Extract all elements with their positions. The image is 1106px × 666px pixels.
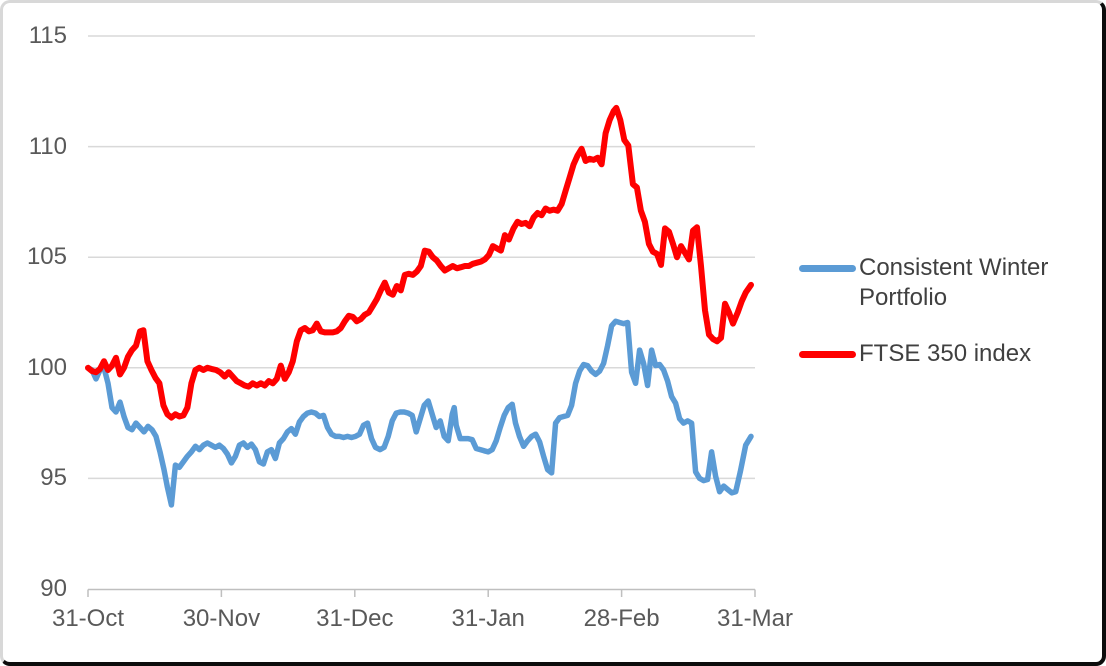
legend-swatch-blue-line (799, 265, 856, 272)
legend: Consistent Winter Portfolio FTSE 350 ind… (799, 253, 1099, 369)
legend-item-ftse-350-index: FTSE 350 index (799, 339, 1099, 369)
x-axis-tick-label: 31-Jan (451, 605, 525, 632)
x-axis-tick-label: 31-Mar (716, 605, 794, 632)
y-axis-tick-label: 100 (26, 353, 67, 381)
series-line-ftse-350-index (85, 104, 754, 421)
y-axis-tick-label: 110 (28, 132, 67, 160)
legend-label: FTSE 350 index (859, 340, 1032, 367)
x-axis-tick-label: 31-Dec (316, 605, 394, 632)
legend-item-consistent-winter-portfolio: Consistent Winter Portfolio (799, 253, 1099, 313)
legend-swatch-red-line (799, 351, 856, 358)
plot-svg (85, 35, 756, 597)
x-axis-tick-label: 30-Nov (182, 605, 261, 632)
y-axis-tick-label: 90 (40, 575, 67, 602)
legend-label: Consistent Winter Portfolio (859, 254, 1049, 311)
x-axis-tick-label: 28-Feb (583, 605, 660, 632)
series-line-consistent-winter-portfolio (85, 318, 754, 508)
y-axis-tick-label: 95 (40, 464, 67, 492)
x-axis-tick-label: 31-Oct (51, 605, 125, 632)
y-axis-tick-label: 115 (28, 22, 67, 49)
y-axis-tick-label: 105 (26, 243, 67, 271)
